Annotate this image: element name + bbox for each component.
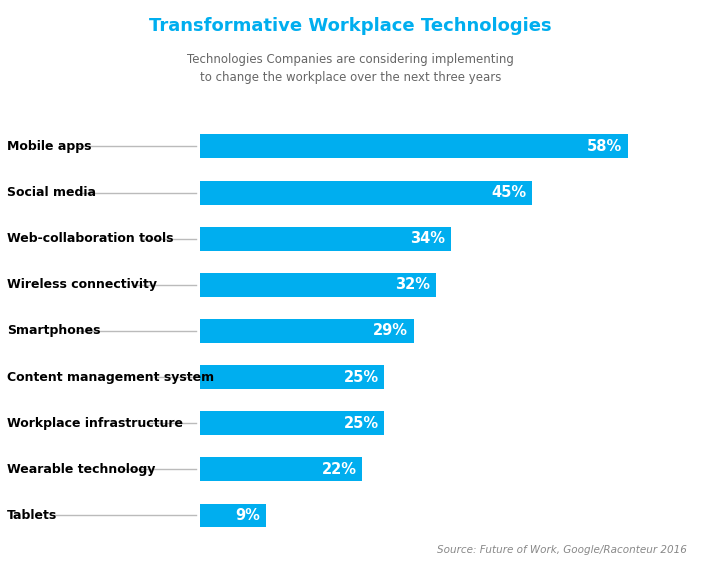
Text: 25%: 25% [343,416,379,431]
Text: Wireless connectivity: Wireless connectivity [7,278,157,291]
Text: Content management system: Content management system [7,371,214,384]
Text: Technologies Companies are considering implementing
to change the workplace over: Technologies Companies are considering i… [187,53,514,84]
Text: Transformative Workplace Technologies: Transformative Workplace Technologies [149,17,552,35]
Text: Source: Future of Work, Google/Raconteur 2016: Source: Future of Work, Google/Raconteur… [437,545,687,555]
Bar [200,504,266,527]
Bar [200,227,451,251]
Text: 22%: 22% [321,462,356,477]
Text: Smartphones: Smartphones [7,324,100,338]
Text: Wearable technology: Wearable technology [7,463,156,476]
Bar [200,181,532,205]
Text: 32%: 32% [395,277,430,292]
Bar [200,365,384,389]
Text: 29%: 29% [373,324,408,338]
Bar [200,135,628,158]
Text: Web-collaboration tools: Web-collaboration tools [7,232,174,245]
Bar [200,319,414,343]
Text: 45%: 45% [491,185,526,200]
Text: 25%: 25% [343,370,379,385]
Text: 58%: 58% [587,139,622,154]
Bar [200,273,436,297]
Text: Tablets: Tablets [7,509,57,522]
Bar [200,411,384,435]
Text: 34%: 34% [410,231,445,246]
Bar [200,457,362,481]
Text: Workplace infrastructure: Workplace infrastructure [7,417,183,430]
Text: 9%: 9% [236,508,260,523]
Text: Social media: Social media [7,186,96,199]
Text: Mobile apps: Mobile apps [7,140,92,153]
